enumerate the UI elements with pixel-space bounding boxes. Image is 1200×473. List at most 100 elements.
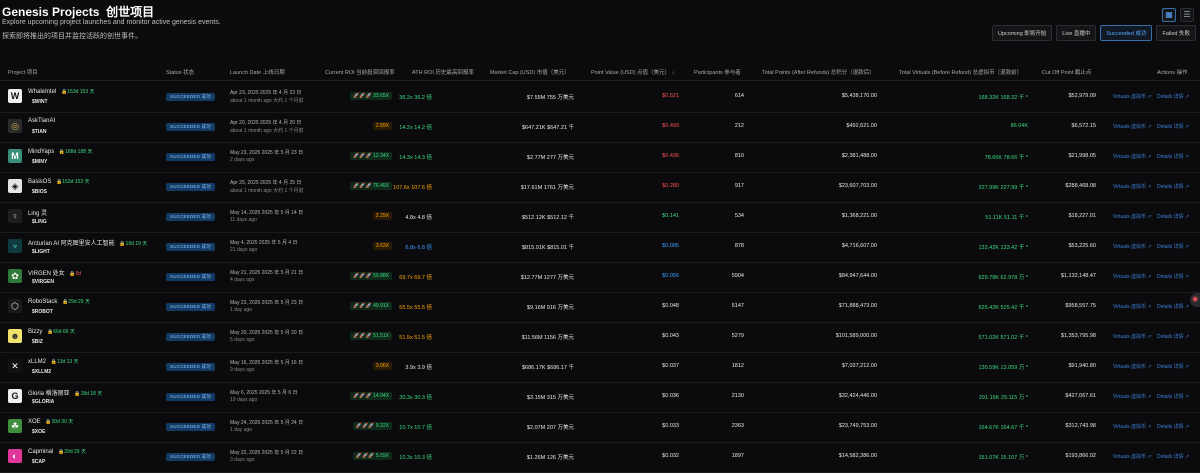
- filter-succeeded[interactable]: Succeeded 成功: [1100, 25, 1153, 41]
- project-ticker: $BIZ: [32, 339, 43, 345]
- col-total-points[interactable]: Total Points (After Refunds) 总积分（退款后）: [762, 70, 875, 76]
- grid-view-icon[interactable]: ▦: [1162, 8, 1176, 22]
- virtuals-link[interactable]: Virtuals 虚拟币 ↗: [1113, 334, 1152, 340]
- status-badge: SUCCEEDED 成功: [166, 393, 215, 401]
- project-name[interactable]: VIRGEN 处女 🔒0d: [28, 268, 81, 277]
- table-row[interactable]: ☘ XOE 🔒30d 30 天 $XOE SUCCEEDED 成功 May 24…: [0, 412, 1200, 443]
- details-link[interactable]: Details 详情 ↗: [1157, 244, 1190, 250]
- table-row[interactable]: ☻ Bizzy 🔒66d 66 天 $BIZ SUCCEEDED 成功 May …: [0, 322, 1200, 353]
- table-row[interactable]: ⬡ RoboStack 🔒29d 29 天 $ROBOT SUCCEEDED 成…: [0, 292, 1200, 323]
- details-link[interactable]: Details 详情 ↗: [1157, 304, 1190, 310]
- total-points: $2,381,488.00: [841, 153, 877, 159]
- current-roi-value: 51.51X: [373, 333, 389, 339]
- details-link[interactable]: Details 详情 ↗: [1157, 184, 1190, 190]
- details-link[interactable]: Details 详情 ↗: [1157, 124, 1190, 130]
- market-cap: $11.56M 1156 万美元: [521, 335, 574, 341]
- status-badge: SUCCEEDED 成功: [166, 153, 215, 161]
- virtuals-link[interactable]: Virtuals 虚拟币 ↗: [1113, 184, 1152, 190]
- status-badge: SUCCEEDED 成功: [166, 123, 215, 131]
- filter-failed[interactable]: Failed 失败: [1156, 25, 1196, 41]
- virtuals-link[interactable]: Virtuals 虚拟币 ↗: [1113, 244, 1152, 250]
- project-ticker: $ROBOT: [32, 309, 53, 315]
- col-cutoff[interactable]: Cut Off Point 截止点: [1042, 70, 1092, 76]
- project-name[interactable]: XOE 🔒30d 30 天: [28, 418, 73, 425]
- virtuals-link[interactable]: Virtuals 虚拟币 ↗: [1113, 394, 1152, 400]
- details-link[interactable]: Details 详情 ↗: [1157, 394, 1190, 400]
- point-value: $0.033: [662, 423, 679, 429]
- page-title: Genesis Projects 创世项目: [2, 3, 154, 20]
- project-name[interactable]: Arcturian AI 阿克图里安人工智能 🔒19d 19 天: [28, 238, 147, 247]
- table-row[interactable]: ✕ xLLM2 🔒13d 13 天 $XLLM2 SUCCEEDED 成功 Ma…: [0, 352, 1200, 383]
- virtuals-link[interactable]: Virtuals 虚拟币 ↗: [1113, 274, 1152, 280]
- col-point-value[interactable]: Point Value (USD) 点值（美元） ↓: [591, 70, 675, 76]
- ath-roi: 14.2x 14.2 倍: [399, 125, 432, 131]
- launch-relative: 5 days ago: [230, 337, 255, 343]
- project-name[interactable]: RoboStack 🔒29d 29 天: [28, 298, 90, 305]
- table-row[interactable]: ♀ Ling 灵 $LING SUCCEEDED 成功 May 14, 2025…: [0, 202, 1200, 233]
- details-link[interactable]: Details 详情 ↗: [1157, 334, 1190, 340]
- table-row[interactable]: M MindYaps 🔒188d 188 天 $MINY SUCCEEDED 成…: [0, 142, 1200, 173]
- virtuals-link[interactable]: Virtuals 虚拟币 ↗: [1113, 304, 1152, 310]
- current-roi: 2.29X: [372, 212, 392, 220]
- list-view-icon[interactable]: ☰: [1180, 8, 1194, 22]
- details-link[interactable]: Details 详情 ↗: [1157, 454, 1190, 460]
- project-name-label: Gloria 格洛丽亚: [28, 391, 70, 397]
- virtuals-link[interactable]: Virtuals 虚拟币 ↗: [1113, 94, 1152, 100]
- virtuals-link[interactable]: Virtuals 虚拟币 ↗: [1113, 454, 1152, 460]
- virtuals-link[interactable]: Virtuals 虚拟币 ↗: [1113, 364, 1152, 370]
- details-link[interactable]: Details 详情 ↗: [1157, 424, 1190, 430]
- col-market-cap[interactable]: Market Cap (USD) 市值（美元）: [490, 70, 570, 76]
- project-name[interactable]: WhaleIntel 🔒153d 153 天: [28, 88, 95, 95]
- table-row[interactable]: G Gloria 格洛丽亚 🔒18d 18 天 $GLORIA SUCCEEDE…: [0, 382, 1200, 413]
- launch-date: May 6, 2025 2025 年 5 月 6 日: [230, 390, 298, 396]
- col-participants[interactable]: Participants 参与者: [694, 70, 741, 76]
- project-name[interactable]: Capminal 🔒29d 29 天: [28, 448, 86, 455]
- project-name[interactable]: MindYaps 🔒188d 188 天: [28, 148, 92, 155]
- page-subtitle-cn: 探索即将推出的项目并监控活跃的创世事件。: [2, 33, 142, 40]
- project-name-label: Arcturian AI 阿克图里安人工智能: [28, 241, 115, 247]
- feedback-widget-icon[interactable]: ◉: [1190, 293, 1200, 307]
- col-current-roi[interactable]: Current ROI 当前投资回报率: [325, 70, 395, 76]
- lock-badge: 🔒19d 19 天: [119, 241, 148, 247]
- table-row[interactable]: ♆ Arcturian AI 阿克图里安人工智能 🔒19d 19 天 $LIGH…: [0, 232, 1200, 263]
- launch-date: May 14, 2025 2025 年 5 月 14 日: [230, 210, 304, 216]
- table-row[interactable]: ◎ AskTianAI $TIAN SUCCEEDED 成功 Apr 20, 2…: [0, 112, 1200, 143]
- col-status[interactable]: Status 状态: [166, 70, 195, 76]
- project-name[interactable]: Gloria 格洛丽亚 🔒18d 18 天: [28, 388, 102, 397]
- total-points: $84,947,644.00: [838, 273, 877, 279]
- filter-live[interactable]: Live 直播中: [1056, 25, 1097, 41]
- project-name[interactable]: AskTianAI: [28, 118, 58, 124]
- project-name[interactable]: xLLM2 🔒13d 13 天: [28, 358, 79, 365]
- project-name-label: Capminal: [28, 449, 54, 455]
- virtuals-link[interactable]: Virtuals 虚拟币 ↗: [1113, 124, 1152, 130]
- details-link[interactable]: Details 详情 ↗: [1157, 214, 1190, 220]
- col-ath-roi[interactable]: ATH ROI 历史最高回报率: [412, 70, 474, 76]
- status-badge: SUCCEEDED 成功: [166, 333, 215, 341]
- virtuals-link[interactable]: Virtuals 虚拟币 ↗: [1113, 154, 1152, 160]
- current-roi-value: 59.88X: [373, 273, 389, 279]
- details-link[interactable]: Details 详情 ↗: [1157, 154, 1190, 160]
- current-roi: 🚀🚀🚀 5.59X: [352, 452, 392, 460]
- project-ticker: $GLORIA: [32, 399, 55, 405]
- table-row[interactable]: W WhaleIntel 🔒153d 153 天 $WINT SUCCEEDED…: [0, 82, 1200, 113]
- col-project[interactable]: Project 项目: [8, 70, 38, 76]
- cutoff-point: $1,353,795.98: [1060, 333, 1096, 339]
- virtuals-link[interactable]: Virtuals 虚拟币 ↗: [1113, 214, 1152, 220]
- details-link[interactable]: Details 详情 ↗: [1157, 274, 1190, 280]
- table-row[interactable]: ◐ Capminal 🔒29d 29 天 $CAP SUCCEEDED 成功 M…: [0, 442, 1200, 473]
- cutoff-point: $427,067.61: [1065, 393, 1096, 399]
- participants: 212: [734, 123, 744, 129]
- total-virtuals: 227.99K 227.99 千 *: [978, 185, 1028, 191]
- details-link[interactable]: Details 详情 ↗: [1157, 94, 1190, 100]
- virtuals-link[interactable]: Virtuals 虚拟币 ↗: [1113, 424, 1152, 430]
- total-virtuals: 151.07K 15.107 万 *: [978, 455, 1028, 461]
- col-total-virtuals[interactable]: Total Virtuals (Before Refund) 总虚拟币（退款前）: [899, 70, 1023, 76]
- project-name[interactable]: Bizzy 🔒66d 66 天: [28, 328, 75, 335]
- table-row[interactable]: ◈ BasisOS 🔒153d 153 天 $BIOS SUCCEEDED 成功…: [0, 172, 1200, 203]
- project-name[interactable]: BasisOS 🔒153d 153 天: [28, 178, 90, 185]
- table-row[interactable]: ✿ VIRGEN 处女 🔒0d $VIRGEN SUCCEEDED 成功 May…: [0, 262, 1200, 293]
- details-link[interactable]: Details 详情 ↗: [1157, 364, 1190, 370]
- col-launch-date[interactable]: Launch Date 上线日期: [230, 70, 285, 76]
- project-name[interactable]: Ling 灵: [28, 208, 50, 217]
- filter-upcoming[interactable]: Upcoming 即将开始: [992, 25, 1053, 41]
